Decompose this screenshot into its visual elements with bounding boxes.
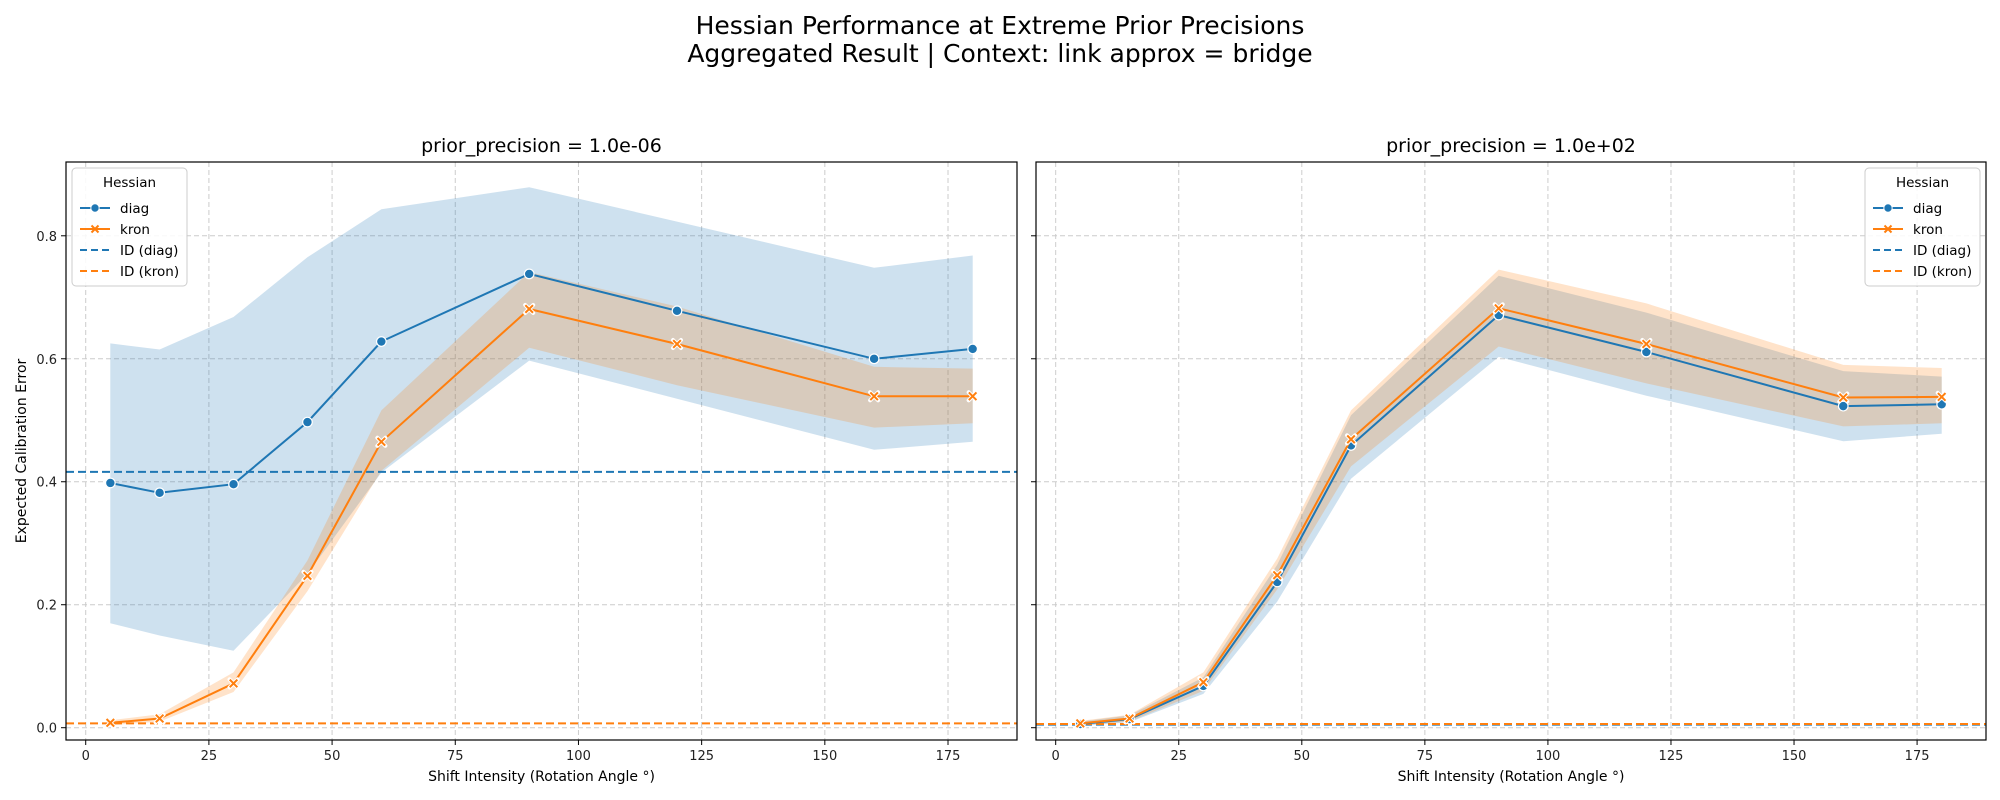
panel-2: 0 25 50 75 100 125 150 175 prior_precision = 1.0… <box>1031 135 1987 785</box>
data-point-diag <box>302 416 313 428</box>
figure-title-line1: Hessian Performance at Extreme Prior Pre… <box>696 11 1305 40</box>
data-point-kron <box>968 391 978 401</box>
y-axis-label: Expected Calibration Error <box>14 358 30 543</box>
plot-frame <box>1035 161 1987 741</box>
x-tick-label: 0 <box>1052 749 1060 764</box>
figure-title-line2: Aggregated Result | Context: link approx… <box>687 39 1312 68</box>
x-tick-label: 150 <box>1782 749 1807 764</box>
data-point-kron <box>672 339 682 349</box>
x-tick-label: 75 <box>447 749 464 764</box>
x-tick-label: 50 <box>1294 749 1311 764</box>
data-point-diag <box>1837 400 1849 412</box>
panel-title: prior_precision = 1.0e-06 <box>421 135 662 157</box>
ci-band-kron <box>1080 269 1942 726</box>
y-tick-label: 0.2 <box>36 599 57 614</box>
x-axis-label: Shift Intensity (Rotation Angle °) <box>428 769 655 785</box>
data-point-kron <box>229 678 239 688</box>
x-tick-label: 100 <box>566 749 591 764</box>
legend-title: Hessian <box>1896 175 1949 191</box>
data-point-kron <box>1641 339 1651 349</box>
y-tick-label: 0.8 <box>36 230 57 245</box>
plot-area <box>66 187 1017 729</box>
y-tick-label: 0.4 <box>36 476 57 491</box>
data-point-kron <box>1075 718 1085 728</box>
legend-box <box>71 167 188 287</box>
legend-label: ID (kron) <box>1913 264 1972 280</box>
data-point-diag <box>104 477 116 489</box>
y-tick-label: 0.6 <box>36 353 57 368</box>
ci-band-diag <box>1080 275 1942 726</box>
plot-frame <box>65 161 1018 741</box>
y-tick-label: 0.0 <box>36 722 57 737</box>
x-tick-label: 50 <box>324 749 341 764</box>
legend-label: ID (diag) <box>1913 243 1971 259</box>
legend-label: diag <box>1913 201 1942 217</box>
data-point-diag <box>154 487 166 499</box>
data-point-diag <box>228 478 239 490</box>
x-tick-label: 25 <box>201 749 218 764</box>
legend-marker-kron <box>90 224 100 234</box>
x-axis-label: Shift Intensity (Rotation Angle °) <box>1398 769 1625 785</box>
legend-marker-diag <box>1883 203 1893 213</box>
data-point-kron <box>1937 392 1947 402</box>
data-point-diag <box>967 343 979 355</box>
legend: Hessian diag kron ID (diag) ID (kron) <box>1864 167 1981 287</box>
legend-label: kron <box>1913 222 1943 238</box>
legend-label: kron <box>120 222 150 238</box>
x-tick-label: 150 <box>812 749 837 764</box>
legend-label: ID (diag) <box>120 243 178 259</box>
data-point-kron <box>524 304 534 314</box>
data-point-kron <box>1346 434 1356 444</box>
data-point-kron <box>869 391 879 401</box>
data-point-diag <box>375 336 387 347</box>
data-point-kron <box>1838 392 1848 403</box>
data-point-diag <box>1640 346 1652 358</box>
data-point-kron <box>302 571 312 581</box>
x-tick-label: 75 <box>1417 749 1434 764</box>
legend-box <box>1864 167 1981 287</box>
x-tick-label: 25 <box>1170 749 1187 764</box>
ci-band-diag <box>110 187 973 651</box>
data-point-kron <box>1125 713 1135 723</box>
legend-marker-kron <box>1883 224 1893 234</box>
x-tick-label: 100 <box>1536 749 1561 764</box>
data-point-diag <box>671 305 683 317</box>
legend: Hessian diag kron ID (diag) ID (kron) <box>71 167 188 287</box>
legend-title: Hessian <box>103 175 156 191</box>
chart-panels: 0 25 50 75 100 125 150 175 0.0 0.2 0.4 0.6 0.8 prior_… <box>14 135 1987 785</box>
plot-area <box>1036 269 1986 730</box>
panel-title: prior_precision = 1.0e+02 <box>1386 135 1636 157</box>
x-tick-label: 175 <box>936 749 961 764</box>
panel-1: 0 25 50 75 100 125 150 175 0.0 0.2 0.4 0.6 0.8 prior_… <box>14 135 1018 785</box>
data-point-diag <box>523 268 535 280</box>
x-tick-label: 175 <box>1905 749 1930 764</box>
data-point-kron <box>1272 570 1282 580</box>
legend-label: diag <box>120 201 149 217</box>
x-tick-label: 0 <box>82 749 90 764</box>
ci-band-kron <box>110 272 973 726</box>
data-point-kron <box>1198 677 1208 687</box>
data-point-diag <box>868 353 880 365</box>
x-tick-label: 125 <box>689 749 714 764</box>
legend-label: ID (kron) <box>120 264 179 280</box>
legend-marker-diag <box>90 203 100 213</box>
x-tick-label: 125 <box>1659 749 1684 764</box>
data-point-kron <box>105 718 115 728</box>
data-point-kron <box>1494 303 1504 313</box>
data-point-kron <box>376 437 386 447</box>
data-point-kron <box>155 713 165 723</box>
